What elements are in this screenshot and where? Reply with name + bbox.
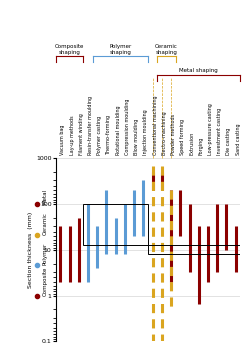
Text: Ceramic: Ceramic [43,212,47,235]
Text: Filament winding: Filament winding [78,113,83,155]
Text: Sand casting: Sand casting [235,124,240,155]
Text: Ceramic
shaping: Ceramic shaping [154,44,177,55]
Text: Compression moulding: Compression moulding [124,99,130,155]
Text: Composite: Composite [43,266,47,296]
Text: Polymer: Polymer [43,243,47,265]
Text: Rotational moulding: Rotational moulding [115,106,120,155]
Text: Composite
shaping: Composite shaping [55,44,84,55]
Text: Speed forming: Speed forming [180,119,185,155]
Text: Polymer
shaping: Polymer shaping [109,44,131,55]
Text: Extrusion: Extrusion [189,132,194,155]
Text: Forging: Forging [198,137,203,155]
Text: Injection moulding: Injection moulding [143,109,148,155]
Y-axis label: Section thickness  (mm): Section thickness (mm) [28,212,33,288]
Text: Low-pressure casting: Low-pressure casting [207,103,212,155]
Text: Powder methods: Powder methods [170,114,175,155]
Text: Conventional machining: Conventional machining [152,96,157,155]
Text: Metal: Metal [43,189,47,204]
Text: Investment casting: Investment casting [216,108,222,155]
Text: Die casting: Die casting [226,128,231,155]
Text: Electro-machining: Electro-machining [161,111,166,155]
Text: Metal shaping: Metal shaping [179,68,217,73]
Text: Resin-transfer moulding: Resin-transfer moulding [88,96,93,155]
Text: Polymer casting: Polymer casting [97,116,102,155]
Bar [147,245,239,253]
Bar [83,204,147,245]
Text: Lay-up methods: Lay-up methods [69,116,74,155]
Text: Vacuum bag: Vacuum bag [60,125,65,155]
Text: Blow moulding: Blow moulding [134,119,139,155]
Text: Thermo-forming: Thermo-forming [106,115,111,155]
